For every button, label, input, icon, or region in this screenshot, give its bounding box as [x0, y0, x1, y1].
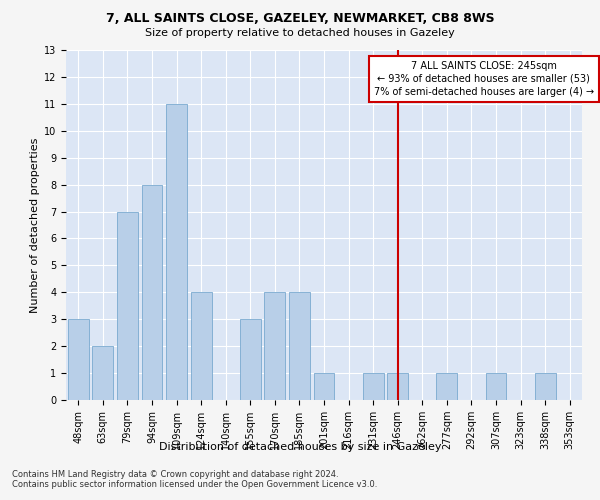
Bar — [142, 184, 163, 400]
Bar — [240, 319, 261, 400]
Bar — [387, 373, 408, 400]
Bar — [436, 373, 457, 400]
Bar — [191, 292, 212, 400]
Bar — [166, 104, 187, 400]
Bar — [535, 373, 556, 400]
Bar — [92, 346, 113, 400]
Text: 7 ALL SAINTS CLOSE: 245sqm
← 93% of detached houses are smaller (53)
7% of semi-: 7 ALL SAINTS CLOSE: 245sqm ← 93% of deta… — [374, 61, 594, 97]
Text: Distribution of detached houses by size in Gazeley: Distribution of detached houses by size … — [159, 442, 441, 452]
Bar — [289, 292, 310, 400]
Text: Contains HM Land Registry data © Crown copyright and database right 2024.
Contai: Contains HM Land Registry data © Crown c… — [12, 470, 377, 490]
Text: 7, ALL SAINTS CLOSE, GAZELEY, NEWMARKET, CB8 8WS: 7, ALL SAINTS CLOSE, GAZELEY, NEWMARKET,… — [106, 12, 494, 26]
Text: Size of property relative to detached houses in Gazeley: Size of property relative to detached ho… — [145, 28, 455, 38]
Bar — [117, 212, 138, 400]
Y-axis label: Number of detached properties: Number of detached properties — [30, 138, 40, 312]
Bar — [362, 373, 383, 400]
Bar — [314, 373, 334, 400]
Bar — [485, 373, 506, 400]
Bar — [68, 319, 89, 400]
Bar — [265, 292, 286, 400]
